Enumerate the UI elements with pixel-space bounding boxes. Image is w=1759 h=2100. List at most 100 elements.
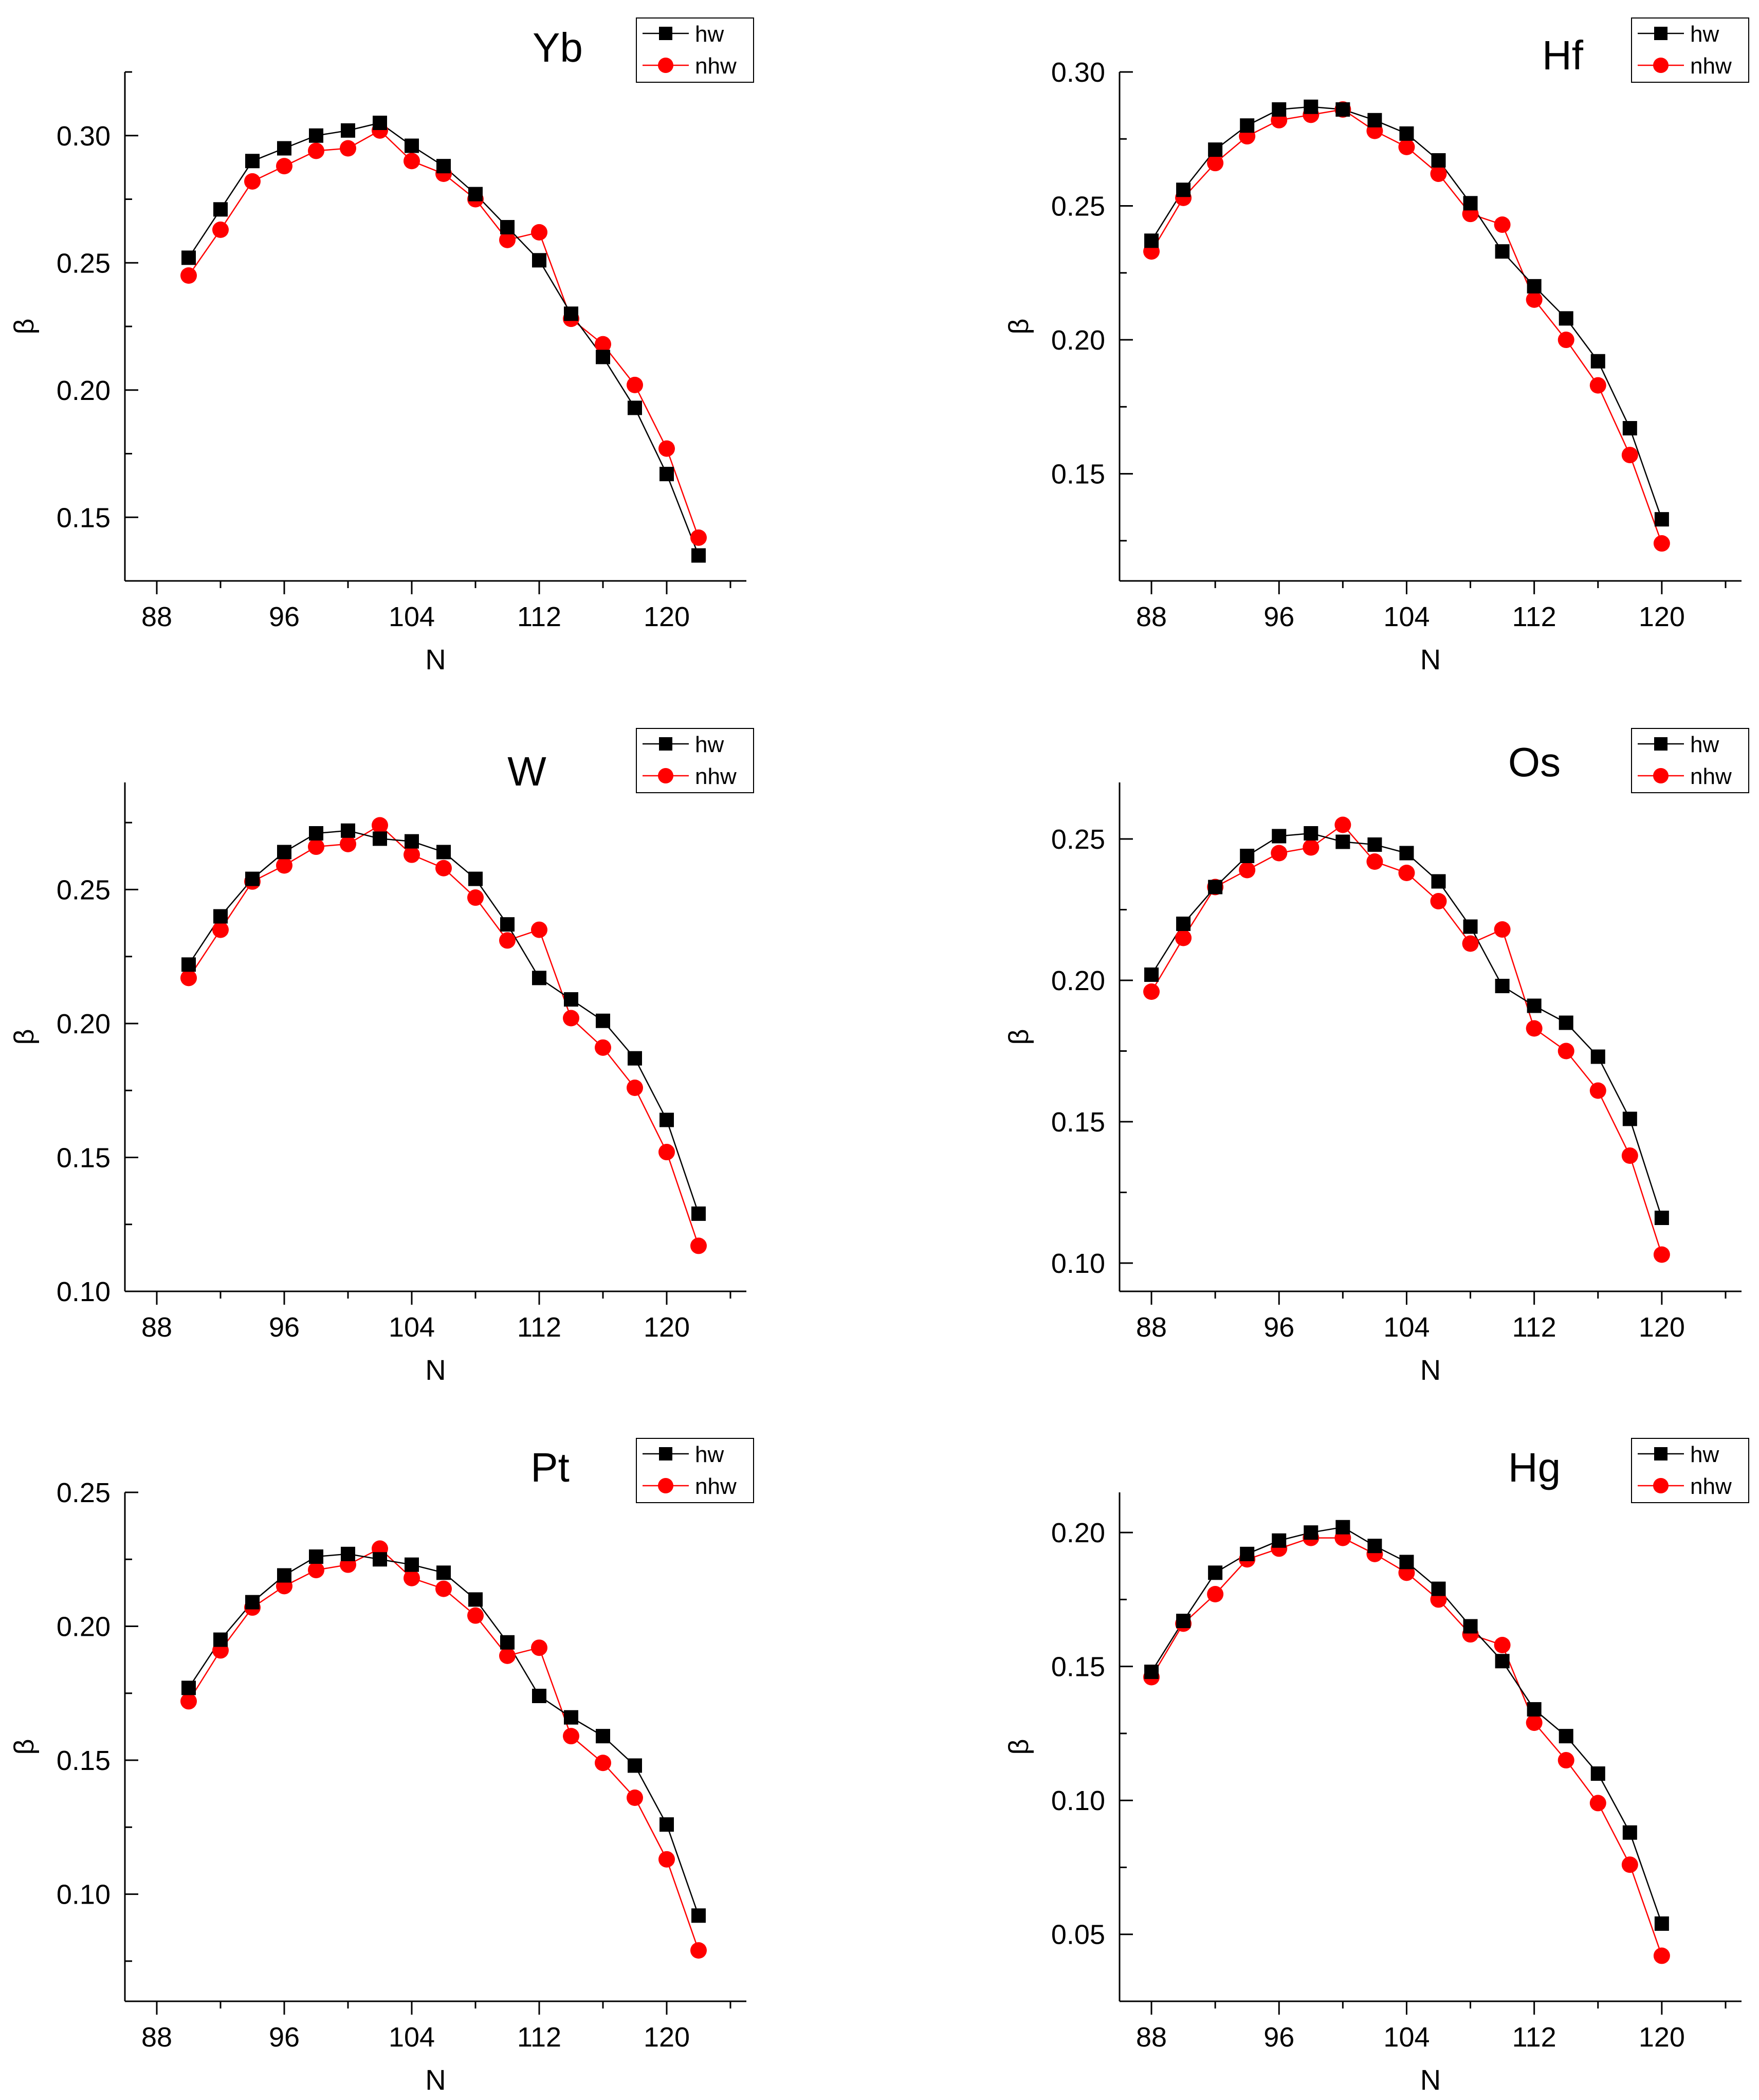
data-point-hw <box>532 253 546 268</box>
data-point-hw <box>596 1013 610 1028</box>
data-point-nhw <box>1271 845 1288 862</box>
data-point-hw <box>181 1681 196 1695</box>
data-point-hw <box>1559 1015 1573 1030</box>
data-point-hw <box>1304 1525 1318 1540</box>
data-point-nhw <box>690 1237 707 1254</box>
data-point-nhw <box>1558 1043 1574 1060</box>
data-point-nhw <box>499 231 516 248</box>
data-point-hw <box>373 831 387 846</box>
y-tick-label: 0.10 <box>1051 1248 1105 1279</box>
data-point-nhw <box>372 817 388 834</box>
x-tick-label: 120 <box>644 1312 690 1343</box>
data-point-nhw <box>1303 839 1320 856</box>
legend-marker-nhw <box>1653 1478 1669 1493</box>
data-point-nhw <box>499 1647 516 1664</box>
series-line-nhw <box>188 130 700 538</box>
data-point-nhw <box>531 1639 547 1656</box>
data-point-nhw <box>658 1144 675 1161</box>
y-tick-label: 0.25 <box>1051 191 1105 222</box>
data-point-nhw <box>212 921 229 938</box>
data-point-hw <box>181 957 196 972</box>
data-point-nhw <box>1558 332 1574 349</box>
y-tick-label: 0.20 <box>57 375 111 406</box>
data-point-nhw <box>276 857 292 874</box>
data-point-hw <box>500 220 515 234</box>
data-point-hw <box>1527 1702 1542 1717</box>
series-line-nhw <box>1151 1537 1663 1956</box>
x-axis-label: N <box>1420 643 1441 675</box>
data-point-hw <box>373 1552 387 1567</box>
y-tick-label: 0.25 <box>57 874 111 905</box>
y-axis-label: β <box>1003 1739 1034 1755</box>
y-axis-label: β <box>9 1029 40 1045</box>
data-point-hw <box>659 1112 674 1127</box>
data-point-hw <box>1367 1539 1382 1554</box>
x-tick-label: 88 <box>141 1312 172 1343</box>
x-tick-label: 112 <box>517 2022 561 2053</box>
x-tick-label: 96 <box>269 601 300 632</box>
data-point-nhw <box>404 153 420 170</box>
x-tick-label: 104 <box>1383 2022 1430 2053</box>
data-point-nhw <box>1207 155 1224 172</box>
data-point-hw <box>1144 967 1159 982</box>
legend-marker-hw <box>659 27 672 40</box>
data-point-nhw <box>1526 1020 1543 1037</box>
data-point-nhw <box>563 1728 579 1745</box>
data-point-hw <box>1622 421 1637 435</box>
x-tick-label: 96 <box>1263 1312 1294 1343</box>
data-point-hw <box>468 871 483 886</box>
data-point-nhw <box>658 440 675 457</box>
data-point-hw <box>628 1051 642 1066</box>
data-point-nhw <box>1143 983 1160 1000</box>
series-line-hw <box>1151 832 1663 1218</box>
data-point-hw <box>1367 837 1382 852</box>
data-point-nhw <box>1430 893 1447 909</box>
chart-w: 88 96 104 112 120 0.10 0.15 0.20 0.25 Nβ Whw nhw <box>9 728 754 1386</box>
legend-label-hw: hw <box>1690 1442 1719 1467</box>
data-point-nhw <box>595 1039 611 1056</box>
data-point-hw <box>1304 99 1318 114</box>
series-line-nhw <box>1151 824 1663 1255</box>
data-point-hw <box>1399 1555 1414 1569</box>
data-point-hw <box>373 116 387 130</box>
data-point-hw <box>500 917 515 932</box>
data-point-nhw <box>1589 1082 1606 1099</box>
data-point-nhw <box>1621 447 1638 464</box>
data-point-hw <box>1654 512 1669 527</box>
data-point-nhw <box>467 1607 484 1624</box>
data-point-nhw <box>595 336 611 353</box>
x-tick-label: 120 <box>1639 601 1685 632</box>
data-point-hw <box>691 1908 706 1923</box>
y-tick-label: 0.30 <box>1051 57 1105 88</box>
data-point-nhw <box>340 835 356 852</box>
data-point-nhw <box>467 889 484 906</box>
x-tick-label: 120 <box>1639 2022 1685 2053</box>
x-tick-label: 112 <box>1512 2022 1556 2053</box>
x-axis-label: N <box>425 1354 446 1386</box>
x-tick-label: 120 <box>1639 1312 1685 1343</box>
data-point-nhw <box>1589 377 1606 394</box>
chart-title: Hf <box>1542 32 1584 78</box>
legend-marker-nhw <box>1653 768 1669 783</box>
series-line-nhw <box>188 1547 700 1951</box>
data-point-hw <box>277 141 291 156</box>
data-point-nhw <box>499 932 516 949</box>
y-tick-label: 0.10 <box>57 1276 111 1307</box>
data-point-hw <box>532 1689 546 1703</box>
data-point-hw <box>1240 118 1255 133</box>
legend-label-hw: hw <box>695 22 724 47</box>
data-point-hw <box>1590 1049 1605 1064</box>
data-point-hw <box>213 202 228 217</box>
data-point-hw <box>245 1595 260 1610</box>
x-tick-label: 88 <box>1136 2022 1167 2053</box>
data-point-nhw <box>627 1080 643 1096</box>
data-point-hw <box>628 400 642 415</box>
y-tick-label: 0.25 <box>1051 824 1105 855</box>
data-point-hw <box>1208 142 1223 157</box>
series-line-nhw <box>188 824 700 1246</box>
data-point-hw <box>436 1565 451 1580</box>
data-point-hw <box>1463 1619 1478 1634</box>
legend-marker-nhw <box>658 58 673 73</box>
data-point-nhw <box>1207 1586 1224 1602</box>
data-point-hw <box>341 1546 355 1561</box>
